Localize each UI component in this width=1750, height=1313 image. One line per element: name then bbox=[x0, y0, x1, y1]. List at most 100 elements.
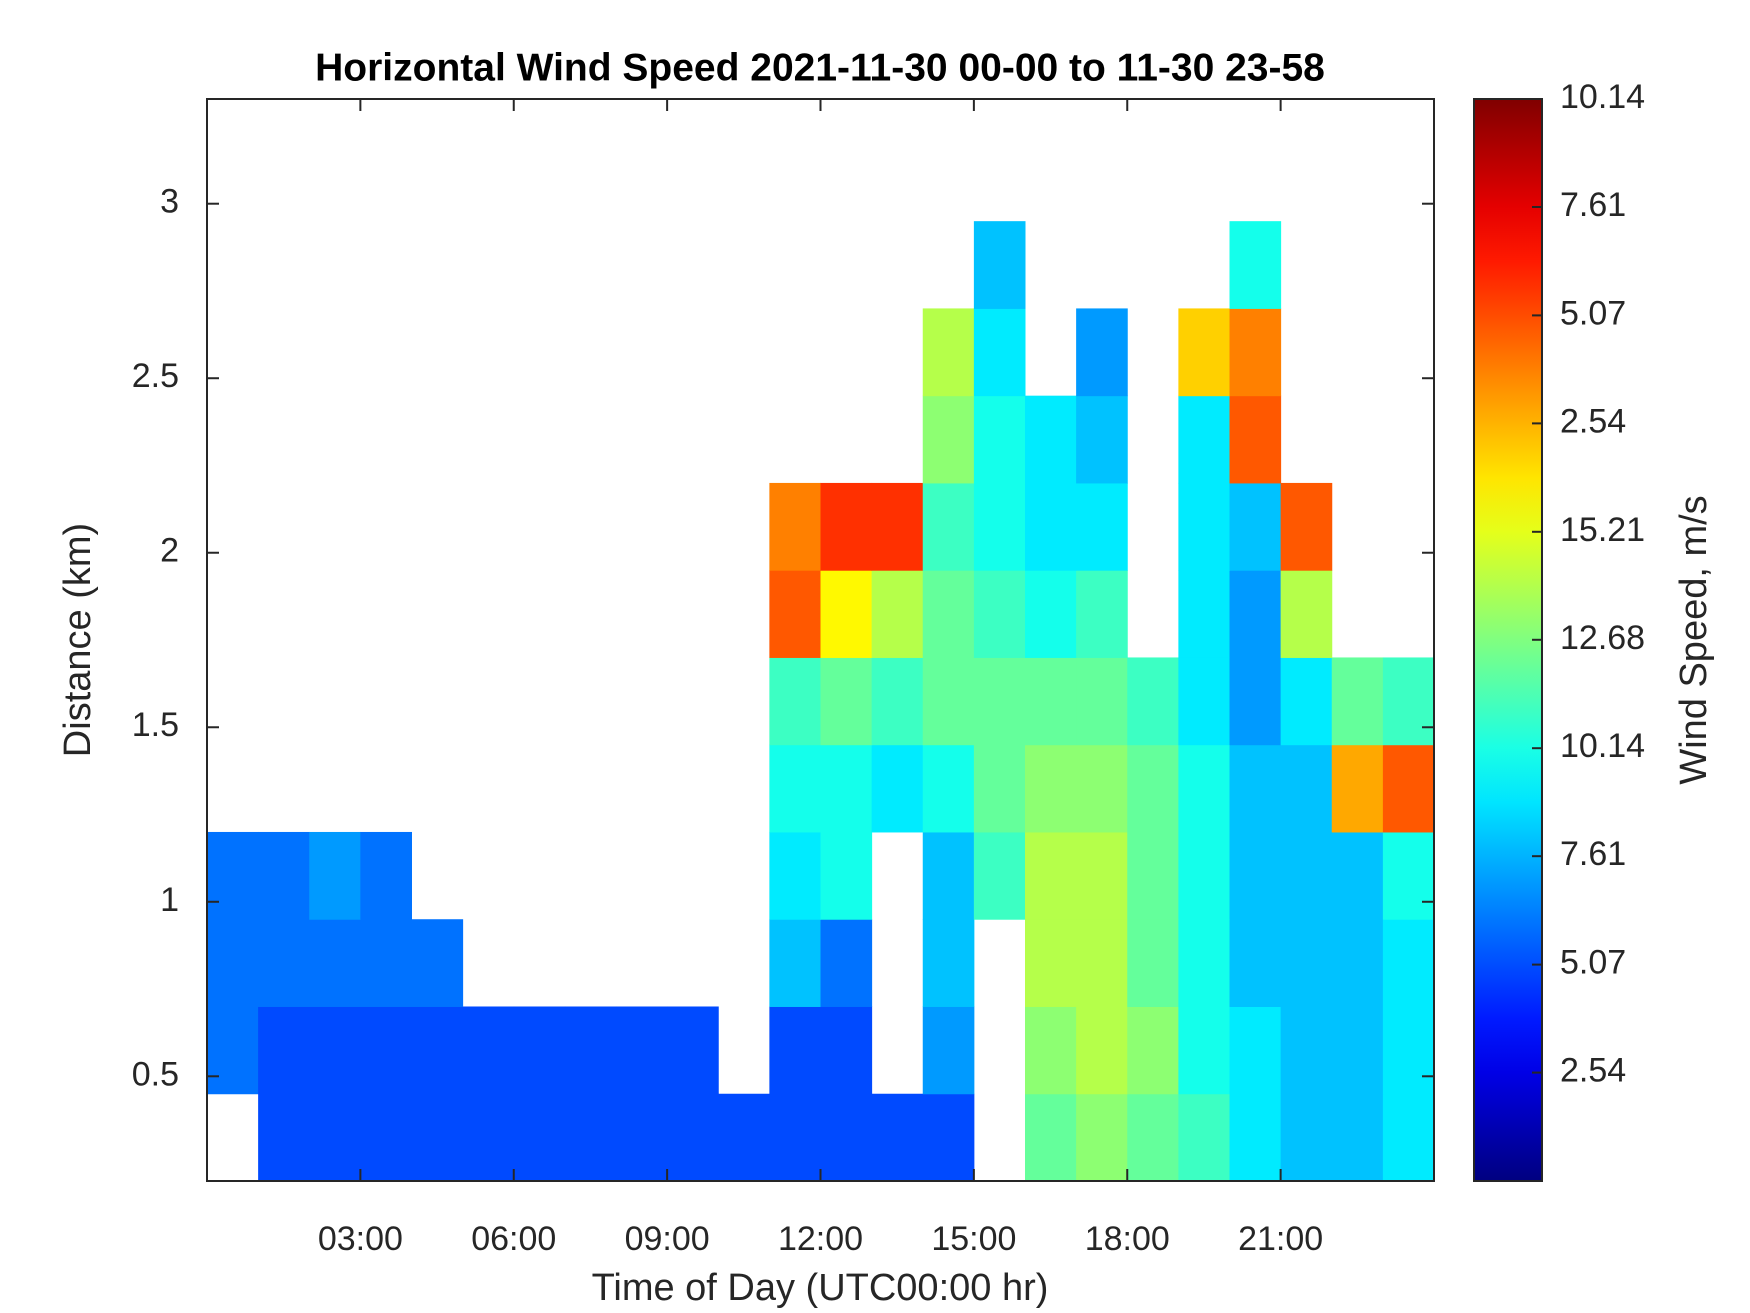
heat-cell bbox=[1280, 744, 1333, 833]
heat-cell bbox=[1025, 657, 1077, 746]
y-tick-label: 3 bbox=[160, 183, 179, 221]
heat-cell bbox=[922, 1093, 975, 1182]
heat-cell bbox=[1331, 919, 1384, 1007]
heat-cell bbox=[871, 482, 924, 571]
heat-cell bbox=[1178, 482, 1230, 571]
heat-cell bbox=[309, 919, 361, 1007]
heat-cell bbox=[411, 1006, 464, 1095]
heat-cell bbox=[1229, 744, 1282, 833]
x-tick-label: 18:00 bbox=[1085, 1220, 1170, 1258]
heat-cell bbox=[1382, 744, 1435, 833]
heat-cell bbox=[513, 1093, 566, 1182]
y-tick-label: 2.5 bbox=[132, 357, 179, 395]
heat-cell bbox=[820, 482, 873, 571]
heat-cell bbox=[1229, 1093, 1282, 1182]
heat-cell bbox=[922, 482, 975, 571]
heat-cell bbox=[1025, 1006, 1077, 1095]
heat-cell bbox=[820, 831, 873, 920]
heat-cell bbox=[360, 1093, 412, 1182]
y-tick-label: 1 bbox=[160, 881, 179, 919]
x-tick-label: 12:00 bbox=[778, 1220, 863, 1258]
colorbar-tick-label: 2.54 bbox=[1560, 402, 1626, 440]
heat-cell bbox=[922, 744, 975, 833]
heat-cell bbox=[1178, 1006, 1230, 1095]
heat-cell bbox=[513, 1006, 566, 1095]
heat-cell bbox=[1178, 919, 1230, 1007]
heat-cell bbox=[616, 1006, 668, 1095]
heat-cell bbox=[1382, 1006, 1435, 1095]
heat-cell bbox=[207, 1006, 259, 1095]
heat-cell bbox=[1229, 570, 1282, 658]
heat-cell bbox=[258, 1006, 310, 1095]
heat-cell bbox=[564, 1093, 617, 1182]
y-tick-label: 1.5 bbox=[132, 706, 179, 744]
heat-cell bbox=[922, 395, 975, 484]
heat-cell bbox=[922, 831, 975, 920]
heat-cell bbox=[1127, 744, 1179, 833]
heat-cell bbox=[769, 831, 821, 920]
heat-cell bbox=[922, 657, 975, 746]
x-tick-label: 09:00 bbox=[625, 1220, 710, 1258]
x-tick-label: 15:00 bbox=[931, 1220, 1016, 1258]
heat-cell bbox=[1025, 831, 1077, 920]
heat-cell bbox=[1076, 1093, 1128, 1182]
heat-cell bbox=[1229, 308, 1282, 397]
heat-cell bbox=[1280, 919, 1333, 1007]
heat-cell bbox=[922, 308, 975, 397]
x-axis-label: Time of Day (UTC00:00 hr) bbox=[592, 1267, 1049, 1309]
heat-cell bbox=[922, 1006, 975, 1095]
heat-cell bbox=[360, 1006, 412, 1095]
heat-cell bbox=[309, 1006, 361, 1095]
heat-cell bbox=[1076, 308, 1128, 397]
heat-cell bbox=[1076, 1006, 1128, 1095]
heat-cell bbox=[973, 221, 1026, 309]
heat-cell bbox=[820, 657, 873, 746]
heat-cell bbox=[207, 831, 259, 920]
colorbar-tick-label: 5.07 bbox=[1560, 944, 1626, 982]
heat-cell bbox=[1331, 1093, 1384, 1182]
heat-cell bbox=[1229, 919, 1282, 1007]
heat-cell bbox=[871, 570, 924, 658]
heat-cell bbox=[1382, 831, 1435, 920]
heat-cell bbox=[973, 657, 1026, 746]
heat-cell bbox=[1331, 1006, 1384, 1095]
heat-cell bbox=[1280, 657, 1333, 746]
heat-cell bbox=[1127, 831, 1179, 920]
heat-cell bbox=[1127, 657, 1179, 746]
heat-cell bbox=[258, 1093, 310, 1182]
heat-cell bbox=[360, 919, 412, 1007]
heat-cell bbox=[973, 482, 1026, 571]
y-axis-label: Distance (km) bbox=[57, 523, 99, 757]
heat-cell bbox=[1025, 1093, 1077, 1182]
heat-cell bbox=[1280, 1093, 1333, 1182]
colorbar bbox=[1473, 98, 1543, 1182]
heat-cell bbox=[973, 831, 1026, 920]
heat-cell bbox=[1331, 831, 1384, 920]
colorbar-tick-label: 2.54 bbox=[1560, 1052, 1626, 1090]
heat-cell bbox=[1229, 831, 1282, 920]
colorbar-tick-label: 7.61 bbox=[1560, 835, 1626, 873]
heat-cell bbox=[1076, 657, 1128, 746]
heat-cell bbox=[462, 1006, 515, 1095]
heat-cell bbox=[462, 1093, 515, 1182]
x-tick-label: 21:00 bbox=[1238, 1220, 1323, 1258]
heat-cell bbox=[1076, 482, 1128, 571]
heat-cell bbox=[1025, 744, 1077, 833]
heat-cell bbox=[820, 744, 873, 833]
heat-cell bbox=[1178, 570, 1230, 658]
heat-cell bbox=[1178, 308, 1230, 397]
heat-cell bbox=[1280, 482, 1333, 571]
heat-cell bbox=[1229, 657, 1282, 746]
heat-cell bbox=[1178, 744, 1230, 833]
heat-cell bbox=[820, 1006, 873, 1095]
heat-cell bbox=[1280, 831, 1333, 920]
heat-cell bbox=[1331, 657, 1384, 746]
colorbar-tick-label: 5.07 bbox=[1560, 294, 1626, 332]
heat-cell bbox=[1229, 1006, 1282, 1095]
heat-cell bbox=[820, 919, 873, 1007]
heat-cell bbox=[1127, 919, 1179, 1007]
colorbar-tick-label: 15.21 bbox=[1560, 511, 1645, 549]
heat-cell bbox=[667, 1093, 719, 1182]
heat-cell bbox=[1025, 919, 1077, 1007]
